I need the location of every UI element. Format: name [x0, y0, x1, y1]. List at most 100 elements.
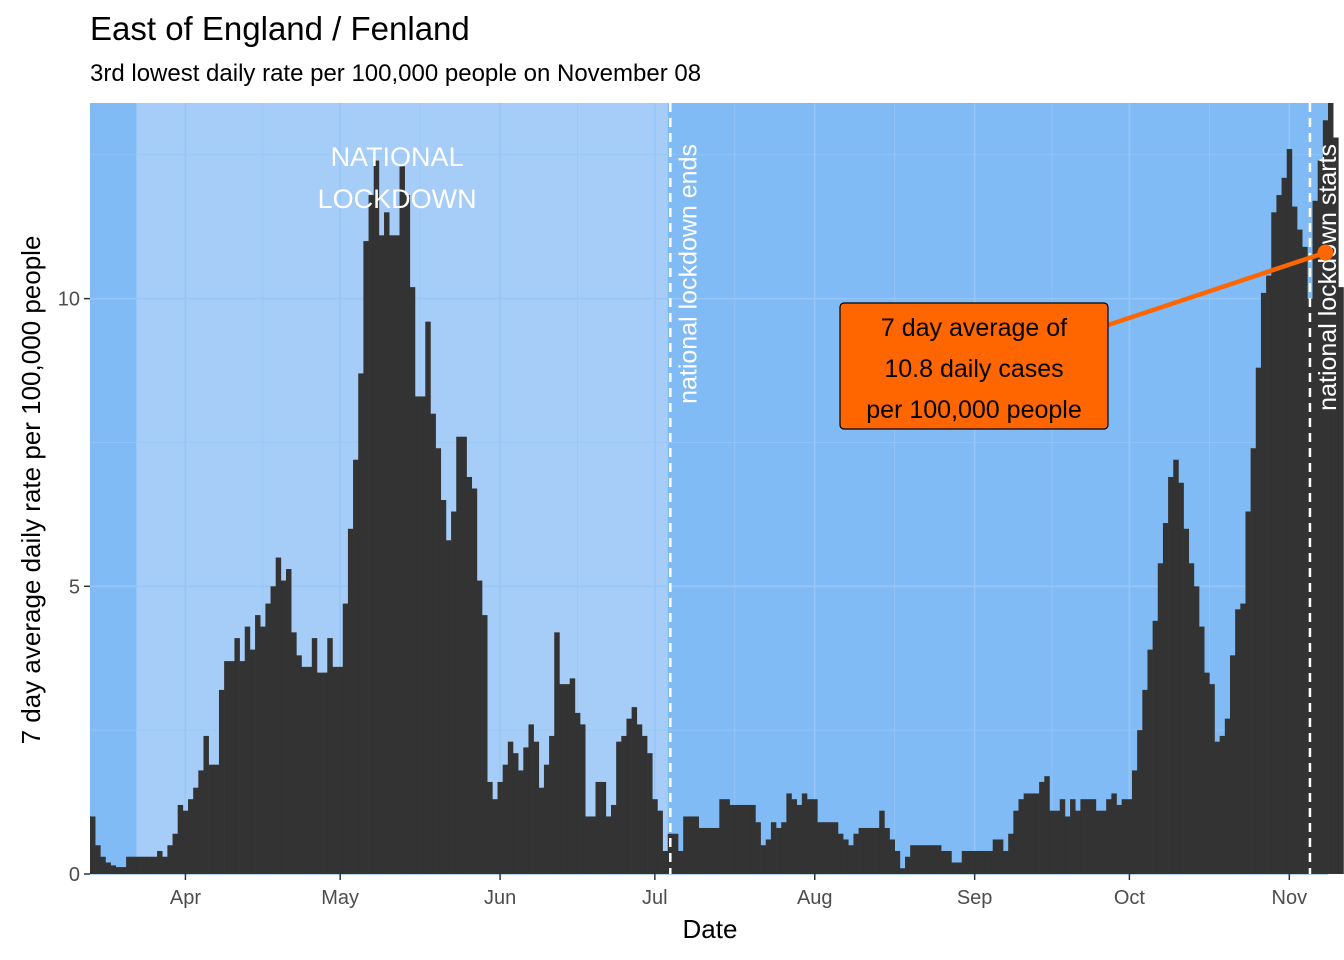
bar	[1054, 810, 1061, 874]
bar	[1302, 246, 1308, 875]
bar	[445, 540, 452, 874]
bar	[1075, 810, 1081, 874]
bar	[518, 770, 524, 874]
bar	[776, 827, 782, 874]
bar	[745, 804, 751, 874]
bar	[858, 827, 865, 874]
bar	[1286, 149, 1293, 874]
bar	[1297, 229, 1303, 874]
bar	[796, 804, 803, 874]
annotation-pointer	[1107, 250, 1327, 328]
bar	[817, 822, 823, 874]
bar	[801, 793, 808, 874]
bar	[600, 781, 607, 874]
bar	[1209, 684, 1215, 874]
bar	[843, 839, 849, 874]
bar	[414, 396, 421, 874]
bar	[734, 804, 741, 874]
bar	[270, 586, 276, 874]
bar	[1266, 275, 1272, 874]
bar	[1317, 160, 1324, 875]
bar	[1157, 563, 1164, 874]
chart-title: East of England / Fenland	[90, 10, 470, 47]
bar	[781, 822, 787, 874]
bar	[425, 321, 431, 874]
bar	[905, 856, 911, 874]
bar	[1235, 609, 1241, 874]
bar	[296, 655, 302, 874]
x-tick-label: May	[321, 887, 359, 909]
bar	[610, 804, 617, 874]
bar	[719, 799, 725, 874]
bar	[765, 839, 772, 874]
bar	[451, 511, 457, 874]
bar	[1188, 563, 1195, 874]
bar	[750, 804, 756, 874]
bar	[1173, 459, 1179, 874]
bar	[244, 626, 251, 874]
bar	[1116, 804, 1122, 874]
bar	[1333, 137, 1339, 874]
bar	[1039, 781, 1045, 874]
bar	[1131, 770, 1138, 874]
bar	[662, 850, 669, 874]
bar	[265, 603, 271, 874]
bar	[1044, 776, 1050, 874]
bar	[311, 638, 318, 874]
bar	[1260, 292, 1267, 874]
bar	[987, 850, 994, 874]
bar	[151, 856, 158, 874]
bar	[110, 865, 117, 874]
annotation-text-line1: 7 day average of	[881, 314, 1067, 342]
annotation-box	[839, 302, 1109, 430]
bar	[832, 822, 839, 874]
bar	[141, 856, 148, 874]
bar	[224, 661, 230, 874]
bar	[1328, 103, 1334, 874]
bar	[260, 626, 266, 874]
bar	[812, 799, 818, 874]
bar	[420, 396, 426, 874]
bar	[1255, 367, 1262, 874]
bar	[90, 816, 96, 874]
bar	[920, 845, 926, 874]
bar	[198, 770, 204, 874]
bar	[595, 781, 601, 874]
bar	[559, 684, 565, 874]
bar	[1168, 476, 1174, 874]
bar	[280, 580, 287, 874]
bar	[693, 816, 699, 874]
x-axis-label: Date	[683, 914, 738, 944]
bar	[1245, 511, 1251, 874]
bar	[1080, 799, 1086, 874]
annotation-point	[1317, 244, 1334, 261]
bar	[688, 816, 694, 874]
bar	[1064, 816, 1071, 874]
y-tick-label: 5	[69, 576, 80, 598]
bar	[966, 850, 973, 874]
bar	[203, 735, 209, 874]
bar	[229, 661, 235, 874]
bar	[672, 833, 679, 874]
bar	[1013, 810, 1019, 874]
x-tick-label: Jun	[484, 887, 516, 909]
bar	[177, 804, 184, 874]
bar	[533, 741, 540, 874]
bar	[120, 867, 127, 874]
bar	[1322, 120, 1329, 875]
bar	[399, 166, 405, 875]
bar	[729, 804, 736, 874]
bar	[1028, 793, 1035, 874]
bar	[440, 500, 447, 874]
bar	[378, 235, 385, 874]
bar	[146, 856, 153, 874]
bar	[1229, 655, 1236, 874]
bar	[739, 804, 746, 874]
bar	[389, 235, 395, 874]
bar	[234, 638, 240, 874]
chart-subtitle: 3rd lowest daily rate per 100,000 people…	[90, 60, 702, 87]
bar	[497, 781, 503, 874]
bar	[523, 747, 529, 874]
bar	[946, 850, 952, 874]
bar	[332, 666, 338, 874]
